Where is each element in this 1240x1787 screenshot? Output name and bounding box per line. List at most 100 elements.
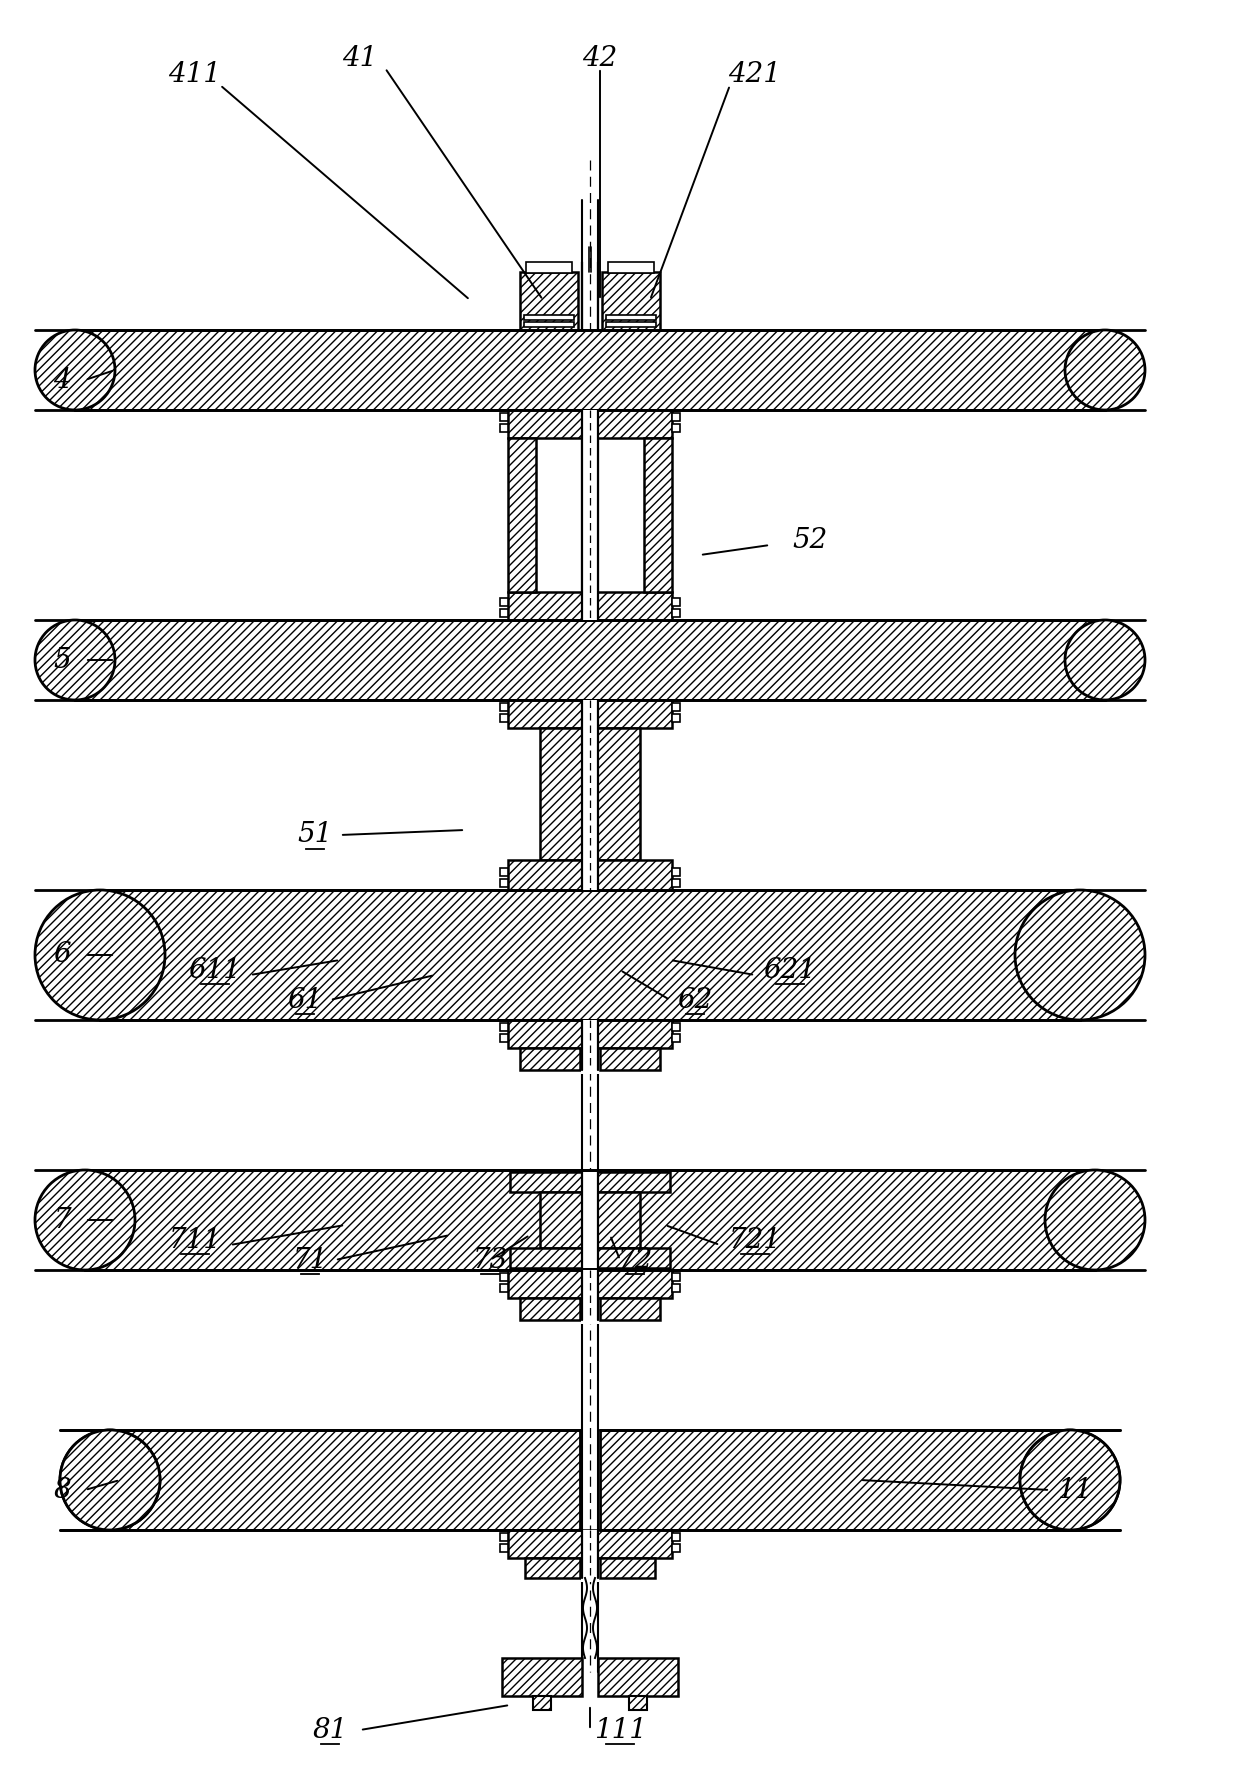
Bar (500, 868, 508, 876)
Bar (500, 1285, 508, 1292)
Bar (508, 1020, 672, 1047)
Bar (533, 1696, 551, 1710)
Bar (508, 438, 536, 591)
Bar (500, 1022, 508, 1031)
Bar (500, 599, 508, 606)
Bar (500, 702, 508, 711)
Bar (582, 409, 599, 620)
Ellipse shape (1016, 890, 1145, 1020)
Bar (672, 879, 680, 886)
Text: 61: 61 (288, 986, 322, 1013)
Bar (539, 727, 640, 860)
Bar (600, 1047, 660, 1070)
Bar (500, 879, 508, 886)
Bar (598, 1658, 678, 1696)
Bar (502, 1658, 582, 1696)
Bar (500, 413, 508, 422)
Bar (672, 868, 680, 876)
Bar (600, 1558, 655, 1578)
Bar (500, 609, 508, 617)
Text: 711: 711 (169, 1226, 222, 1253)
Bar (74, 331, 1105, 409)
Ellipse shape (1021, 1430, 1120, 1530)
Bar (520, 272, 578, 331)
Bar (600, 1430, 1070, 1530)
Bar (525, 315, 574, 320)
Text: 6: 6 (53, 942, 71, 969)
Bar (520, 1297, 580, 1321)
Bar (672, 715, 680, 722)
Text: 72: 72 (618, 1247, 652, 1274)
Bar (500, 1544, 508, 1551)
Text: 8: 8 (53, 1476, 71, 1503)
Text: 62: 62 (677, 986, 713, 1013)
Bar (644, 438, 672, 591)
Ellipse shape (1065, 620, 1145, 701)
Ellipse shape (60, 1430, 160, 1530)
Bar (500, 1533, 508, 1540)
Bar (520, 1047, 580, 1070)
Bar (100, 890, 1080, 1020)
Text: 81: 81 (312, 1717, 347, 1744)
Text: 73: 73 (472, 1247, 507, 1274)
Bar (508, 591, 672, 620)
Bar (629, 1696, 647, 1710)
Bar (606, 322, 656, 327)
Bar (672, 599, 680, 606)
Bar (500, 424, 508, 432)
Bar (508, 701, 672, 727)
Bar (510, 1247, 670, 1269)
Bar (526, 263, 572, 273)
Bar (672, 1272, 680, 1281)
Ellipse shape (1065, 331, 1145, 409)
Text: 421: 421 (729, 61, 781, 89)
Bar (508, 860, 672, 890)
Bar (672, 413, 680, 422)
Text: 5: 5 (53, 647, 71, 674)
Bar (86, 1170, 1095, 1271)
Bar (525, 1558, 580, 1578)
Bar (672, 1544, 680, 1551)
Bar (582, 701, 599, 890)
Ellipse shape (1021, 1430, 1120, 1530)
Text: 7: 7 (53, 1206, 71, 1233)
Bar (672, 1533, 680, 1540)
Text: 52: 52 (792, 527, 827, 554)
Text: 611: 611 (188, 956, 242, 983)
Bar (110, 1430, 580, 1530)
Bar (672, 702, 680, 711)
Text: 411: 411 (169, 61, 222, 89)
Text: 621: 621 (764, 956, 816, 983)
Bar (608, 263, 653, 273)
Ellipse shape (35, 890, 165, 1020)
Bar (508, 1530, 672, 1558)
Bar (582, 1172, 599, 1269)
Bar (508, 409, 672, 438)
Bar (601, 272, 660, 331)
Bar (606, 315, 656, 320)
Bar (582, 1020, 599, 1074)
Text: 721: 721 (729, 1226, 781, 1253)
Text: 4: 4 (53, 366, 71, 393)
Bar (582, 1530, 599, 1581)
Bar (510, 1172, 670, 1192)
Text: 71: 71 (293, 1247, 327, 1274)
Bar (672, 609, 680, 617)
Bar (672, 424, 680, 432)
Text: 11: 11 (1058, 1476, 1092, 1503)
Text: 42: 42 (583, 45, 618, 71)
Bar (500, 1272, 508, 1281)
Bar (500, 715, 508, 722)
Bar (539, 1192, 640, 1247)
Text: 41: 41 (342, 45, 378, 71)
Bar (508, 1271, 672, 1297)
Ellipse shape (35, 620, 115, 701)
Ellipse shape (35, 331, 115, 409)
Bar (500, 1035, 508, 1042)
Bar (600, 1297, 660, 1321)
Bar (672, 1022, 680, 1031)
Ellipse shape (35, 1170, 135, 1271)
Text: 51: 51 (298, 822, 332, 849)
Text: 111: 111 (594, 1717, 646, 1744)
Bar (74, 620, 1105, 701)
